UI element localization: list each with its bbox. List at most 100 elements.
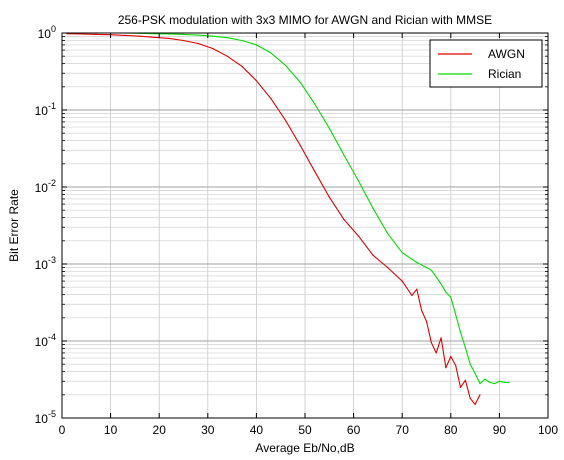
ticks	[61, 32, 549, 419]
data-point-rician	[401, 252, 403, 254]
legend-label-awgn: AWGN	[488, 47, 525, 61]
data-point-awgn	[425, 320, 428, 322]
data-point-awgn	[328, 196, 330, 198]
data-point-rician	[357, 180, 360, 182]
data-point-awgn	[464, 379, 466, 381]
x-tick-label: 30	[201, 423, 215, 437]
data-point-awgn	[357, 235, 360, 237]
y-tick-label: 10-5	[35, 409, 56, 426]
data-point-rician	[299, 81, 301, 83]
data-point-rician	[503, 381, 505, 383]
data-point-rician	[508, 381, 510, 383]
data-point-awgn	[182, 39, 185, 42]
x-tick-label: 10	[104, 423, 118, 437]
data-point-rician	[479, 383, 481, 385]
data-point-rician	[212, 35, 214, 37]
data-point-awgn	[285, 119, 287, 122]
x-axis-label: Average Eb/No,dB	[255, 441, 354, 455]
data-point-awgn	[469, 397, 471, 399]
x-tick-label: 40	[250, 423, 264, 437]
data-point-awgn	[435, 352, 437, 354]
data-point-rician	[328, 127, 330, 129]
x-tick-label: 70	[396, 423, 410, 437]
data-point-awgn	[401, 280, 403, 282]
data-point-awgn	[416, 288, 418, 290]
data-point-awgn	[226, 55, 228, 57]
x-tick-labels: 0 10 20 30 40 50 60 70 80 90 100	[59, 423, 559, 437]
x-tick-label: 0	[59, 423, 66, 437]
x-tick-label: 20	[153, 423, 167, 437]
legend-label-rician: Rician	[488, 67, 521, 81]
data-point-awgn	[153, 36, 155, 38]
data-point-rician	[416, 261, 418, 263]
y-tick-label: 100	[38, 24, 56, 41]
data-point-rician	[459, 331, 462, 333]
data-point-awgn	[343, 218, 345, 220]
data-point-rician	[469, 363, 471, 365]
data-point-awgn	[455, 364, 457, 367]
y-axis-label: Bit Error Rate	[7, 189, 21, 262]
data-point-awgn	[255, 80, 257, 82]
data-point-awgn	[314, 170, 316, 172]
data-point-rician	[197, 34, 199, 36]
x-tick-label: 50	[298, 423, 312, 437]
data-point-awgn	[372, 254, 374, 256]
x-tick-label: 80	[444, 423, 458, 437]
y-tick-label: 10-3	[35, 255, 56, 272]
data-point-rician	[343, 154, 345, 156]
y-tick-label: 10-2	[35, 178, 56, 195]
data-point-rician	[484, 378, 486, 380]
x-tick-label: 90	[493, 423, 507, 437]
data-point-rician	[474, 372, 476, 374]
data-point-rician	[270, 52, 272, 54]
data-point-rician	[241, 39, 243, 42]
y-tick-labels: 100 10-1 10-2 10-3 10-4 10-5	[35, 24, 56, 426]
data-point-awgn	[450, 355, 452, 358]
data-point-rician	[168, 33, 170, 35]
data-point-rician	[493, 383, 496, 385]
data-point-awgn	[241, 65, 243, 67]
data-point-rician	[372, 207, 374, 209]
grid	[62, 33, 548, 418]
data-point-rician	[314, 103, 316, 105]
data-point-rician	[440, 283, 442, 285]
legend-box	[429, 39, 543, 88]
data-point-awgn	[445, 367, 447, 369]
data-point-awgn	[411, 294, 413, 297]
data-point-awgn	[270, 98, 272, 100]
data-point-awgn	[459, 386, 462, 388]
data-point-rician	[489, 381, 491, 383]
y-tick-label: 10-1	[35, 101, 56, 118]
data-point-awgn	[197, 42, 199, 45]
y-tick-label: 10-4	[35, 332, 56, 349]
data-point-awgn	[212, 47, 214, 50]
data-point-awgn	[124, 34, 126, 37]
data-point-rician	[464, 347, 466, 349]
data-point-awgn	[479, 394, 481, 396]
data-point-rician	[255, 44, 257, 46]
data-point-rician	[450, 296, 452, 298]
data-point-rician	[445, 291, 447, 293]
data-point-awgn	[95, 33, 97, 36]
data-point-awgn	[430, 342, 432, 344]
chart-title: 256-PSK modulation with 3x3 MIMO for AWG…	[118, 13, 492, 27]
data-point-awgn	[139, 35, 141, 37]
data-point-rician	[498, 380, 500, 382]
x-tick-label: 60	[347, 423, 361, 437]
data-point-awgn	[474, 403, 476, 405]
data-point-rician	[430, 269, 432, 271]
data-point-awgn	[421, 309, 423, 311]
x-tick-label: 100	[538, 423, 558, 437]
legend: AWGN Rician	[429, 39, 543, 88]
data-point-rician	[455, 314, 457, 316]
data-point-awgn	[80, 33, 82, 35]
data-point-rician	[285, 64, 287, 66]
data-point-awgn	[387, 266, 389, 269]
data-point-rician	[226, 37, 228, 39]
data-point-rician	[182, 33, 185, 36]
data-point-rician	[387, 232, 389, 234]
data-point-awgn	[168, 37, 170, 40]
data-point-awgn	[440, 337, 442, 339]
data-point-awgn	[299, 144, 301, 146]
